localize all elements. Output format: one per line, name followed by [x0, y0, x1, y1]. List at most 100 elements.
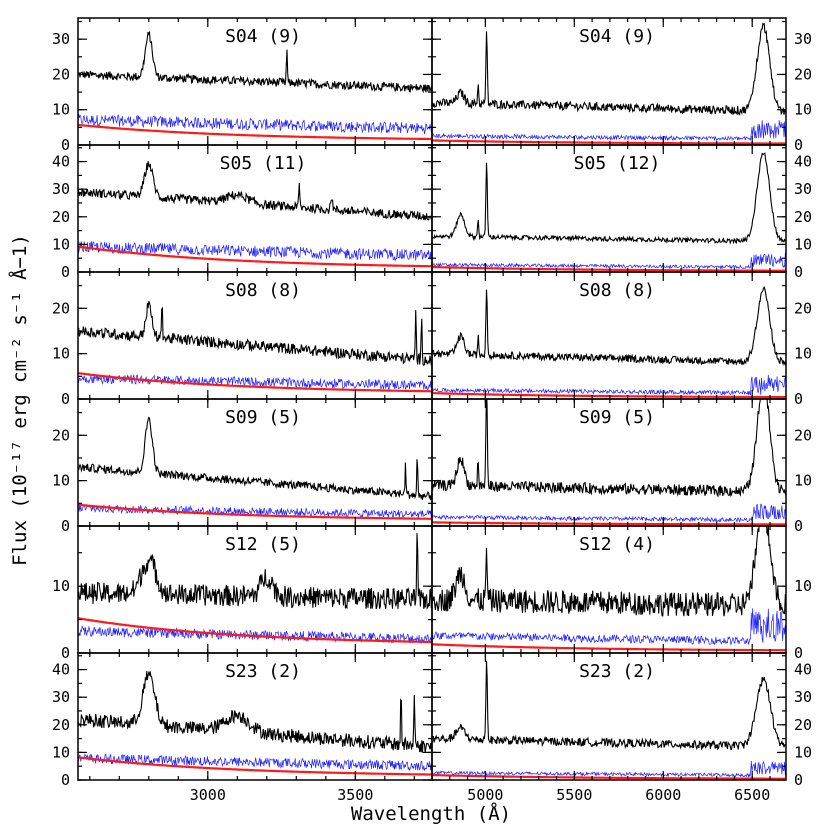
y-tick-label: 10 — [52, 743, 70, 761]
panel-label: S12 (5) — [225, 534, 301, 555]
y-tick-label: 40 — [794, 661, 812, 679]
y-tick-label: 40 — [52, 153, 70, 171]
x-tick-label: 5000 — [467, 786, 503, 804]
y-tick-label: 10 — [52, 472, 70, 490]
y-tick-label: 10 — [794, 743, 812, 761]
observed-spectrum-line — [78, 30, 432, 94]
observed-spectrum-line — [78, 416, 432, 501]
y-tick-label: 20 — [794, 426, 812, 444]
y-tick-label: 30 — [52, 688, 70, 706]
y-tick-label: 0 — [794, 771, 803, 789]
panel-curves — [432, 22, 786, 145]
panel-curves — [432, 399, 786, 526]
error-spectrum-line — [78, 241, 432, 262]
error-spectrum-line — [78, 625, 432, 644]
panel-curves — [78, 416, 432, 520]
observed-spectrum-line — [78, 161, 432, 221]
y-tick-label: 10 — [52, 101, 70, 119]
observed-spectrum-line — [432, 526, 786, 617]
panel-label: S08 (8) — [579, 280, 655, 301]
panel-1-1: S05 (12) 0 10 20 30 40 — [431, 144, 812, 281]
x-tick-label: 6000 — [645, 786, 681, 804]
panel-5-1: S23 (2) 0 10 20 30 40 5000 5500 6000 6500 — [431, 652, 812, 804]
panel-curves — [78, 161, 432, 268]
panel-2-0: S08 (8) 0 10 20 — [52, 271, 433, 408]
y-tick-label: 0 — [794, 136, 803, 154]
host-model-line — [432, 773, 786, 780]
y-tick-label: 0 — [61, 136, 70, 154]
host-model-line — [78, 756, 432, 776]
y-tick-label: 0 — [794, 263, 803, 281]
observed-spectrum-line — [78, 533, 432, 610]
panel-3-0: S09 (5) 0 10 20 — [52, 398, 433, 535]
y-tick-label: 20 — [794, 208, 812, 226]
y-axis-label: Flux (10⁻¹⁷ erg cm⁻² s⁻¹ Å−1) — [8, 234, 31, 566]
y-tick-label: 20 — [52, 426, 70, 444]
error-spectrum-line — [78, 113, 432, 135]
panel-5-0: S23 (2) 0 10 20 30 40 3000 3500 — [52, 652, 433, 804]
panel-label: S04 (9) — [579, 26, 655, 47]
panel-label: S09 (5) — [579, 407, 655, 428]
y-tick-label: 30 — [794, 30, 812, 48]
y-tick-label: 40 — [52, 661, 70, 679]
panel-curves — [432, 286, 786, 399]
y-tick-label: 20 — [794, 299, 812, 317]
host-model-line — [432, 265, 786, 272]
y-tick-label: 20 — [52, 299, 70, 317]
y-tick-label: 0 — [794, 390, 803, 408]
y-tick-label: 10 — [794, 472, 812, 490]
error-spectrum-line — [432, 252, 786, 270]
y-tick-label: 20 — [52, 716, 70, 734]
y-tick-label: 10 — [794, 577, 812, 595]
y-tick-label: 10 — [794, 345, 812, 363]
error-spectrum-line — [432, 120, 786, 142]
y-tick-label: 40 — [794, 153, 812, 171]
y-tick-label: 10 — [52, 345, 70, 363]
y-tick-label: 30 — [52, 180, 70, 198]
error-spectrum-line — [432, 608, 786, 646]
y-tick-label: 30 — [794, 688, 812, 706]
x-tick-label: 3500 — [337, 786, 373, 804]
panel-label: S23 (2) — [225, 661, 301, 682]
panel-curves — [432, 152, 786, 272]
error-spectrum-line — [78, 504, 432, 519]
x-tick-label: 6500 — [734, 786, 770, 804]
y-tick-label: 0 — [61, 517, 70, 535]
y-tick-label: 10 — [52, 577, 70, 595]
y-tick-label: 30 — [52, 30, 70, 48]
panel-3-1: S09 (5) 0 10 20 — [431, 398, 812, 535]
error-spectrum-line — [432, 503, 786, 524]
host-model-line — [432, 521, 786, 526]
x-tick-label: 3000 — [190, 786, 226, 804]
observed-spectrum-line — [432, 22, 786, 116]
panel-0-1: S04 (9) 0 10 20 30 — [431, 17, 812, 154]
x-axis-label: Wavelength (Å) — [351, 802, 511, 825]
observed-spectrum-line — [78, 300, 432, 366]
host-model-line — [78, 245, 432, 268]
host-model-line — [78, 372, 432, 393]
y-tick-label: 10 — [794, 235, 812, 253]
y-tick-label: 0 — [61, 644, 70, 662]
panel-curves — [432, 526, 786, 652]
panel-curves — [78, 533, 432, 644]
panel-label: S12 (4) — [579, 534, 655, 555]
observed-spectrum-line — [78, 670, 432, 753]
panel-frame — [431, 652, 787, 781]
y-tick-label: 0 — [61, 771, 70, 789]
x-tick-label: 5500 — [556, 786, 592, 804]
host-model-line — [78, 123, 432, 141]
panel-label: S04 (9) — [225, 26, 301, 47]
host-model-line — [432, 643, 786, 652]
panel-label: S05 (11) — [220, 153, 307, 174]
panel-2-1: S08 (8) 0 10 20 — [431, 271, 812, 408]
observed-spectrum-line — [432, 286, 786, 367]
host-model-line — [432, 392, 786, 399]
y-tick-label: 20 — [52, 208, 70, 226]
observed-spectrum-line — [432, 660, 786, 751]
panel-1-0: S05 (11) 0 10 20 30 40 — [52, 144, 433, 281]
y-tick-label: 0 — [794, 644, 803, 662]
y-tick-label: 20 — [794, 716, 812, 734]
observed-spectrum-line — [432, 399, 786, 498]
